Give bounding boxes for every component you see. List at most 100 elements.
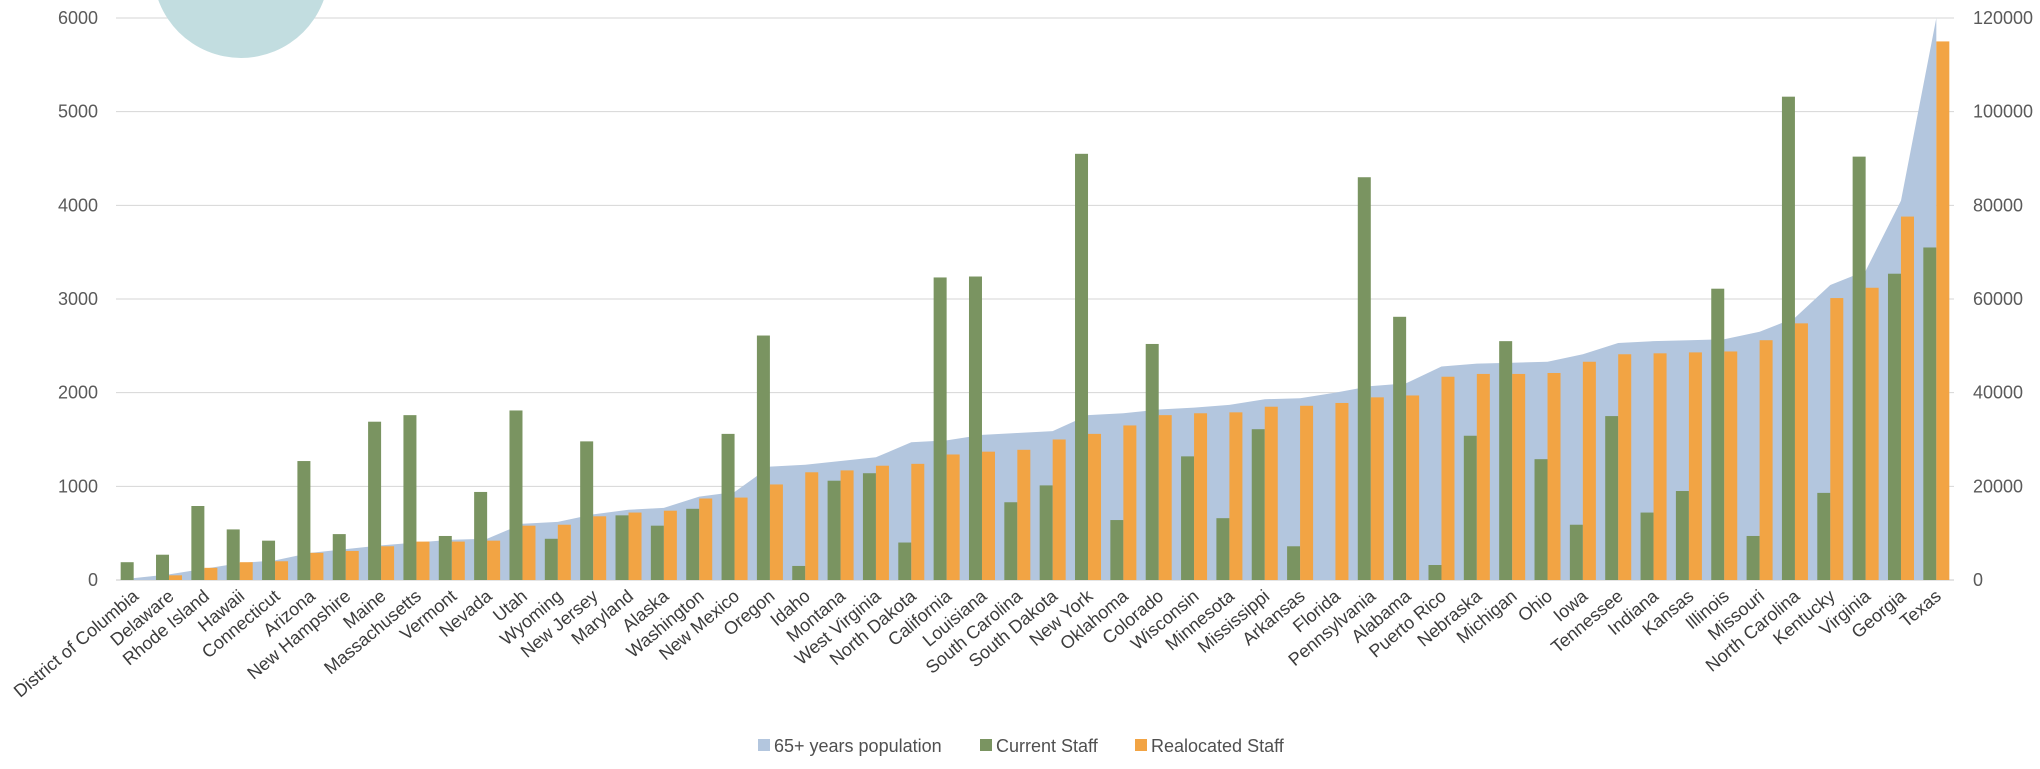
left-axis-tick-label: 1000: [58, 476, 98, 496]
bar-realocated-staff: [381, 546, 395, 580]
bar-current-staff: [756, 335, 770, 580]
bar-current-staff: [1428, 565, 1442, 580]
bar-current-staff: [933, 277, 947, 580]
bar-realocated-staff: [1794, 323, 1808, 580]
bar-realocated-staff: [1759, 340, 1773, 580]
bar-realocated-staff: [593, 516, 607, 580]
left-axis-tick-label: 6000: [58, 8, 98, 28]
bar-realocated-staff: [1158, 415, 1172, 580]
right-axis-tick-label: 80000: [1973, 195, 2023, 215]
category-label: Ohio: [1514, 586, 1556, 626]
bar-realocated-staff: [451, 541, 465, 580]
bar-current-staff: [1145, 343, 1159, 580]
bar-current-staff: [1887, 273, 1901, 580]
bar-realocated-staff: [1476, 373, 1490, 580]
bar-realocated-staff: [699, 498, 713, 580]
bar-current-staff: [226, 529, 240, 580]
bar-realocated-staff: [946, 454, 960, 580]
bar-realocated-staff: [628, 512, 642, 580]
left-axis-tick-label: 0: [88, 570, 98, 590]
bar-realocated-staff: [981, 451, 995, 580]
left-axis-tick-label: 4000: [58, 195, 98, 215]
bar-realocated-staff: [875, 465, 889, 580]
bar-current-staff: [1181, 456, 1195, 580]
bar-realocated-staff: [1264, 406, 1278, 580]
bar-realocated-staff: [1512, 373, 1526, 580]
bar-current-staff: [721, 433, 735, 580]
bar-current-staff: [1711, 288, 1725, 580]
bar-realocated-staff: [1335, 402, 1349, 580]
bar-series-layer: [120, 41, 1950, 581]
bar-current-staff: [1004, 502, 1018, 580]
bar-realocated-staff: [1229, 412, 1243, 580]
bar-realocated-staff: [663, 510, 677, 580]
bar-realocated-staff: [769, 484, 783, 580]
bar-current-staff: [1569, 524, 1583, 580]
bar-realocated-staff: [911, 463, 925, 580]
legend-swatch: [758, 739, 770, 751]
right-axis-tick-label: 120000: [1973, 8, 2033, 28]
bar-current-staff: [262, 540, 276, 580]
left-axis-tick-label: 3000: [58, 289, 98, 309]
bar-current-staff: [1463, 435, 1477, 580]
bar-realocated-staff: [1052, 439, 1066, 580]
bar-current-staff: [1817, 492, 1831, 580]
bar-realocated-staff: [557, 524, 571, 580]
bar-realocated-staff: [204, 567, 218, 580]
decorative-circle-shape: [158, 0, 324, 58]
bar-realocated-staff: [1582, 361, 1596, 580]
bar-realocated-staff: [1406, 395, 1420, 580]
bar-realocated-staff: [1194, 413, 1208, 580]
bar-current-staff: [968, 276, 982, 580]
right-axis-tick-label: 60000: [1973, 289, 2023, 309]
bar-current-staff: [650, 525, 664, 580]
bar-realocated-staff: [1123, 425, 1137, 580]
bar-current-staff: [1923, 247, 1937, 580]
right-axis-tick-label: 0: [1973, 570, 1983, 590]
left-axis-tick-label: 2000: [58, 383, 98, 403]
axis-labels: 0100020003000400050006000020000400006000…: [58, 8, 2033, 590]
bar-realocated-staff: [239, 562, 253, 580]
bar-current-staff: [898, 542, 912, 580]
bar-current-staff: [544, 538, 558, 580]
bar-realocated-staff: [1936, 41, 1950, 580]
bar-realocated-staff: [805, 472, 819, 580]
bar-realocated-staff: [416, 541, 430, 580]
bar-current-staff: [1287, 546, 1301, 580]
bar-current-staff: [1781, 96, 1795, 581]
bar-current-staff: [1640, 512, 1654, 580]
right-axis-tick-label: 20000: [1973, 476, 2023, 496]
bar-realocated-staff: [1300, 405, 1314, 580]
bar-realocated-staff: [1688, 352, 1702, 580]
bar-realocated-staff: [275, 561, 289, 580]
gridlines: [116, 17, 1954, 581]
bar-current-staff: [1605, 416, 1619, 580]
bar-realocated-staff: [1653, 353, 1667, 580]
bar-current-staff: [1075, 153, 1089, 581]
legend-swatch: [980, 739, 992, 751]
bar-current-staff: [368, 421, 382, 580]
bar-current-staff: [615, 515, 629, 580]
bar-realocated-staff: [1724, 351, 1738, 580]
bar-realocated-staff: [1088, 433, 1102, 580]
bar-current-staff: [438, 535, 452, 580]
bar-current-staff: [1251, 429, 1265, 580]
bar-current-staff: [862, 473, 876, 580]
bar-realocated-staff: [1900, 216, 1914, 580]
bar-realocated-staff: [1017, 449, 1031, 580]
bar-current-staff: [332, 534, 346, 580]
bar-realocated-staff: [1547, 372, 1561, 580]
bar-current-staff: [403, 415, 417, 580]
legend-label: Current Staff: [996, 736, 1099, 756]
bar-realocated-staff: [1618, 354, 1632, 580]
legend: 65+ years population Current Staff Realoca…: [758, 736, 1285, 756]
bar-realocated-staff: [1370, 397, 1384, 580]
bar-current-staff: [1039, 485, 1053, 580]
bar-current-staff: [191, 506, 205, 580]
bar-realocated-staff: [487, 540, 501, 580]
bar-current-staff: [120, 562, 134, 580]
bar-realocated-staff: [1830, 298, 1844, 580]
